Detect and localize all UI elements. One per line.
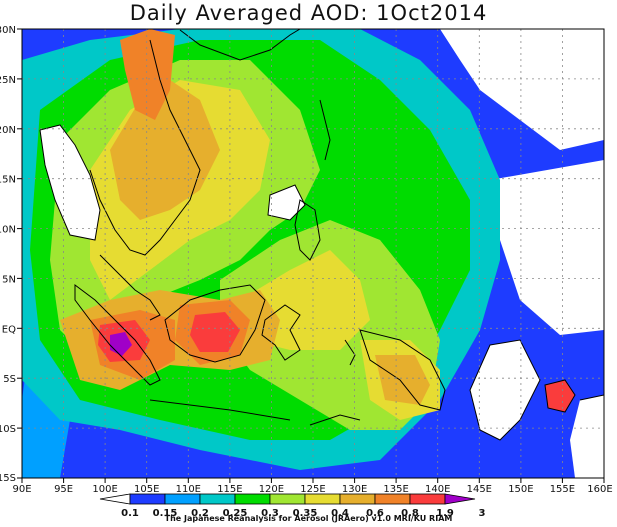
lat-label: 15S bbox=[0, 473, 16, 484]
colorbar-segment bbox=[339, 493, 376, 505]
colorbar-label: 0.2 bbox=[191, 508, 209, 519]
colorbar-label: 0.35 bbox=[293, 508, 318, 519]
colorbar-label: 0.8 bbox=[401, 508, 419, 519]
lat-label: 5N bbox=[2, 274, 16, 285]
coastlines bbox=[39, 29, 604, 441]
lon-label: 155E bbox=[550, 484, 575, 495]
lat-label: 15N bbox=[0, 175, 16, 186]
lat-label: 30N bbox=[0, 25, 16, 36]
colorbar-label: 0.4 bbox=[331, 508, 349, 519]
colorbar-label: 0.1 bbox=[121, 508, 139, 519]
lon-label: 115E bbox=[217, 484, 242, 495]
lon-label: 160E bbox=[587, 484, 612, 495]
lon-labels: 90E 95E 100E 105E 110E 115E 120E 125E 13… bbox=[12, 484, 612, 495]
lon-label: 95E bbox=[54, 484, 73, 495]
colorbar-label: 1.9 bbox=[436, 508, 454, 519]
grid-lines bbox=[22, 29, 604, 478]
lat-label: 20N bbox=[0, 125, 16, 136]
credit-line: The Japanese Reanalysis for Aerosol (JRA… bbox=[164, 514, 453, 523]
colorbar-label: 0.25 bbox=[223, 508, 248, 519]
colorbar-label: 0.6 bbox=[366, 508, 384, 519]
lon-label: 110E bbox=[176, 484, 201, 495]
lon-label: 105E bbox=[134, 484, 159, 495]
lat-labels: 30N 25N 20N 15N 10N 5N EQ 5S 10S 15S bbox=[0, 25, 16, 484]
colorbar bbox=[99, 493, 476, 505]
colorbar-segment bbox=[304, 493, 341, 505]
lon-label: 125E bbox=[300, 484, 325, 495]
lat-label: 25N bbox=[0, 75, 16, 86]
colorbar-segment bbox=[199, 493, 236, 505]
lon-label: 130E bbox=[342, 484, 367, 495]
lat-label: EQ bbox=[2, 324, 16, 335]
colorbar-labels: 0.1 0.15 0.2 0.25 0.3 0.35 0.4 0.6 0.8 1… bbox=[121, 508, 485, 519]
colorbar-segment bbox=[409, 493, 446, 505]
lat-label: 10N bbox=[0, 225, 16, 236]
lon-label: 120E bbox=[259, 484, 284, 495]
colorbar-segment bbox=[129, 493, 166, 505]
colorbar-segment bbox=[99, 493, 131, 505]
colorbar-label: 0.15 bbox=[153, 508, 178, 519]
lat-label: 10S bbox=[0, 424, 16, 435]
lon-label: 100E bbox=[92, 484, 117, 495]
colorbar-segment bbox=[269, 493, 306, 505]
lon-label: 150E bbox=[508, 484, 533, 495]
lon-label: 135E bbox=[383, 484, 408, 495]
axis-ticks bbox=[17, 28, 605, 483]
colorbar-segment bbox=[374, 493, 411, 505]
lon-label: 145E bbox=[467, 484, 492, 495]
lat-label: 5S bbox=[3, 374, 16, 385]
map-title: Daily Averaged AOD: 1Oct2014 bbox=[129, 1, 488, 25]
colorbar-label: 3 bbox=[479, 508, 486, 519]
colorbar-segment bbox=[444, 493, 476, 505]
lon-label: 90E bbox=[12, 484, 31, 495]
lon-label: 140E bbox=[425, 484, 450, 495]
colorbar-segment bbox=[164, 493, 201, 505]
colorbar-label: 0.3 bbox=[261, 508, 279, 519]
colorbar-segment bbox=[234, 493, 271, 505]
